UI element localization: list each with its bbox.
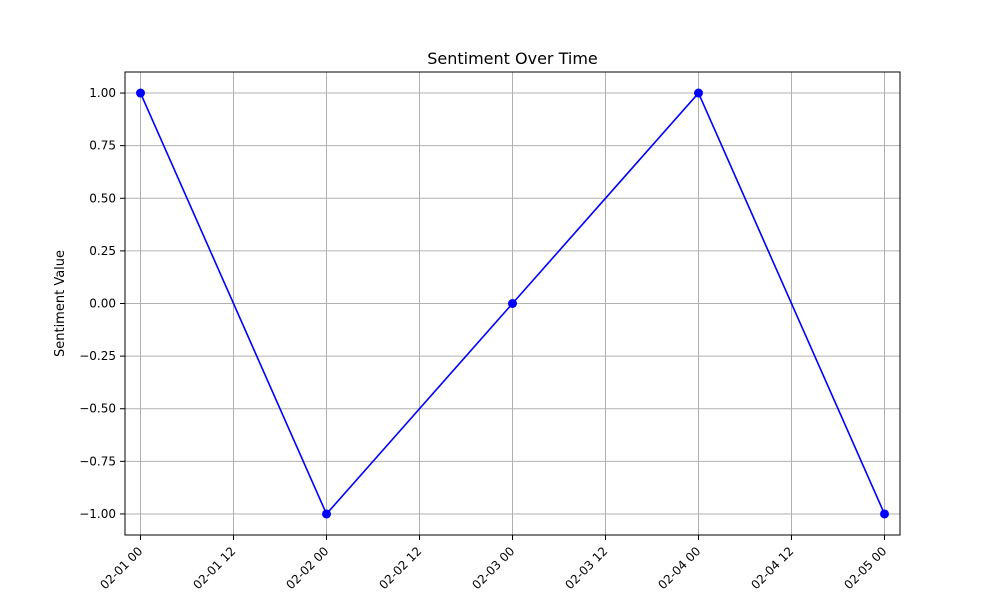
data-point-marker [880,509,889,519]
series-layer [136,88,889,519]
data-point-marker [322,509,331,519]
x-tick-label: 02-03 12 [562,544,610,592]
y-axis-label: Sentiment Value [53,250,68,357]
chart-title: Sentiment Over Time [427,49,598,68]
data-point-marker [694,88,703,98]
x-tick-label: 02-01 00 [97,544,145,592]
y-tick-label: 0.25 [89,244,116,258]
x-tick-label: 02-01 12 [190,544,238,592]
data-point-marker [136,88,145,98]
y-tick-label: −1.00 [79,507,116,521]
y-tick-label: 0.00 [89,297,116,311]
data-point-marker [508,299,517,308]
y-tick-label: 0.75 [89,139,116,153]
x-tick-label: 02-05 00 [841,544,889,592]
y-tick-label: −0.75 [79,454,116,468]
y-tick-label: −0.50 [79,402,116,416]
x-tick-label: 02-02 12 [376,544,424,592]
x-tick-label: 02-02 00 [283,544,331,592]
y-tick-label: 1.00 [89,86,116,100]
x-tick-label: 02-04 12 [748,544,796,592]
y-tick-label: −0.25 [79,349,116,363]
x-tick-label: 02-03 00 [469,544,517,592]
x-tick-label: 02-04 00 [655,544,703,592]
y-tick-label: 0.50 [89,191,116,205]
